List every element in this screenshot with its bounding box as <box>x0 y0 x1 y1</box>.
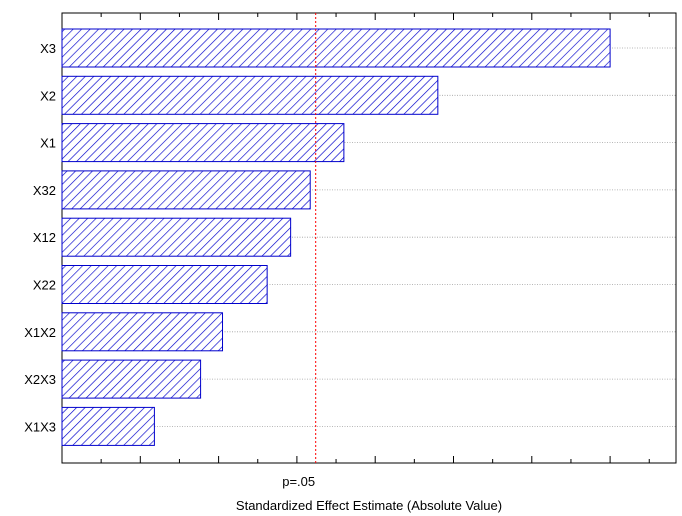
bar-x1x2 <box>61 312 224 352</box>
category-labels: X3 X2 X1 X32 X12 X22 X1X2 X2X3 X1X3 <box>24 41 56 434</box>
category-label-x2x3: X2X3 <box>24 372 56 387</box>
bar-x2x3 <box>61 359 202 399</box>
bar-x2 <box>61 75 439 115</box>
bar-x3 <box>61 28 611 68</box>
bar-x1 <box>61 123 345 163</box>
x-axis-label: Standardized Effect Estimate (Absolute V… <box>236 498 502 513</box>
bar-x22 <box>61 265 268 304</box>
bar-x32 <box>61 170 311 210</box>
category-label-x1x3: X1X3 <box>24 419 56 434</box>
category-label-x32: X32 <box>33 183 56 198</box>
bar-x12 <box>61 217 292 257</box>
category-label-x22: X22 <box>33 278 56 293</box>
reference-line-label: p=.05 <box>282 474 315 489</box>
bars <box>61 28 611 446</box>
bar-x1x3 <box>61 406 155 446</box>
x-axis-ticks <box>100 13 650 463</box>
category-label-x2: X2 <box>40 88 56 103</box>
category-label-x1: X1 <box>40 136 56 151</box>
category-label-x1x2: X1X2 <box>24 325 56 340</box>
category-label-x3: X3 <box>40 41 56 56</box>
category-label-x12: X12 <box>33 230 56 245</box>
